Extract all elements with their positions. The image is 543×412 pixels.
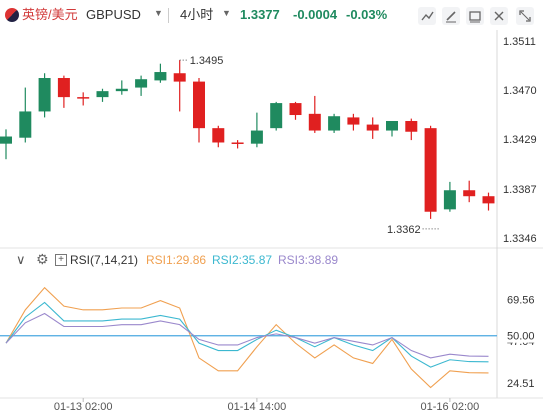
add-indicator-icon[interactable]: + (55, 254, 67, 266)
candle-body (347, 117, 360, 125)
line-tool-icon[interactable] (418, 7, 436, 25)
candle-body (19, 111, 32, 138)
candle-body (250, 130, 263, 144)
candle-body (308, 113, 321, 131)
x-tick-label: 01-16 02:00 (421, 401, 480, 412)
settings-icon[interactable]: ⚙ (36, 251, 49, 267)
pen-tool-icon[interactable] (442, 7, 460, 25)
candle-body (57, 78, 70, 98)
flag-icon (5, 8, 19, 22)
candle-body (289, 103, 302, 116)
candle-body (38, 78, 51, 112)
candle-body (328, 116, 341, 131)
rsi-name: RSI(7,14,21) (70, 253, 139, 267)
candle-body (405, 120, 418, 132)
y-tick-label: 1.3346 (503, 233, 537, 245)
candle-body (463, 190, 476, 197)
candle-body (77, 97, 90, 99)
rsi1-value: RSI1:29.86 (146, 253, 207, 267)
candle-body (154, 72, 167, 81)
candle-body (212, 128, 225, 143)
candle-body (366, 124, 379, 131)
candle-body (115, 88, 128, 92)
rsi-series-line (5, 301, 489, 368)
y-tick-label: 1.3470 (503, 85, 537, 97)
chevron-down-icon[interactable]: ▼ (222, 8, 231, 18)
x-tick-label: 01-14 14:00 (228, 401, 287, 412)
candle-body (482, 196, 495, 204)
candle-body (173, 73, 186, 82)
symbol-label[interactable]: GBPUSD (86, 7, 141, 22)
rsi-midline-label: 50.00 (507, 331, 535, 343)
collapse-icon[interactable]: ∨ (16, 252, 26, 267)
pair-name[interactable]: 英镑/美元 (22, 7, 78, 22)
candle-body (135, 79, 148, 88)
rsi-series-line (5, 312, 489, 359)
y-tick-label: 1.3387 (503, 184, 537, 196)
y-tick-label: 1.3511 (503, 36, 536, 48)
eraser-icon[interactable] (490, 7, 508, 25)
rsi3-value: RSI3:38.89 (278, 253, 339, 267)
fullscreen-icon[interactable] (516, 7, 534, 25)
last-price: 1.3377 (240, 7, 280, 22)
price-change: -0.0004 (293, 7, 338, 22)
high-label: 1.3495 (190, 55, 224, 67)
candle-body (193, 81, 205, 129)
candle-body (443, 190, 456, 210)
candle-body (231, 142, 244, 144)
chart-header: 英镑/美元 GBPUSD ▼ 4小时 ▼ 1.3377 -0.0004 -0.0… (0, 0, 543, 30)
fill-tool-icon[interactable] (466, 7, 484, 25)
rsi-y-tick-label: 69.56 (507, 295, 535, 307)
chevron-down-icon[interactable]: ▼ (154, 8, 163, 18)
y-tick-label: 1.3429 (503, 134, 537, 146)
price-change-pct: -0.03% (346, 7, 388, 22)
rsi-midline-label-bg (499, 327, 543, 343)
candle-body (386, 120, 398, 131)
divider (168, 8, 169, 23)
interval-selector[interactable]: 4小时 (180, 7, 214, 22)
rsi-y-tick-label: 24.51 (507, 378, 535, 390)
low-label: 1.3362 (387, 224, 421, 236)
candle-body (96, 91, 109, 98)
rsi-series-line (5, 286, 489, 389)
candle-body (0, 136, 12, 144)
candle-body (424, 128, 437, 212)
rsi-legend: ∨ ⚙ + RSI(7,14,21) RSI1:29.86 RSI2:35.87… (0, 251, 543, 269)
rsi2-value: RSI2:35.87 (212, 253, 273, 267)
x-tick-label: 01-13 02:00 (54, 401, 113, 412)
candle-body (270, 103, 283, 129)
